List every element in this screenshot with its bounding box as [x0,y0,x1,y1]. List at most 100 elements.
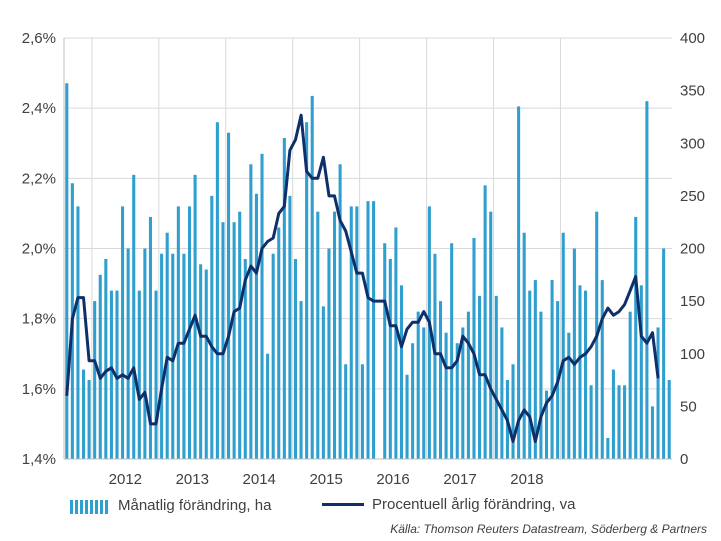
bar [321,306,325,459]
bar [405,374,409,459]
bar [639,285,643,459]
bar [422,327,426,459]
bar [204,269,208,459]
bar [182,253,186,459]
bar [466,311,470,459]
bar [461,327,465,459]
bar [249,164,253,460]
bar [500,327,504,459]
right-tick-label: 300 [680,135,705,152]
legend: Månatlig förändring, ha Procentuell årli… [0,496,721,522]
x-tick-label: 2015 [309,471,342,488]
source-note: Källa: Thomson Reuters Datastream, Söder… [390,522,707,536]
right-tick-label: 400 [680,30,705,47]
bar [567,332,571,459]
bar [227,132,231,459]
bar [316,211,320,459]
bar [299,301,303,459]
bar [349,206,353,459]
bar [472,237,476,459]
bar [104,259,108,459]
bar [628,311,632,459]
bar [266,353,270,459]
bar [210,195,214,459]
bar [327,248,331,459]
bar [288,195,292,459]
bar [455,343,459,459]
legend-item-bars: Månatlig förändring, ha [70,496,271,514]
bar [478,295,482,459]
bar [539,311,543,459]
right-tick-label: 150 [680,293,705,310]
bar [600,280,604,459]
bar [645,101,649,460]
legend-item-line: Procentuell årlig förändring, va [322,496,575,513]
bar [650,406,655,459]
bar [427,206,431,459]
axes: 1,4% 1,6% 1,8% 2,0% 2,2% 2,4% 2,6% 0 50 100 150 200… [22,30,705,488]
bar [584,290,588,459]
bar [98,274,102,459]
right-tick-label: 350 [680,83,705,100]
bar [355,206,359,459]
bar [199,264,203,459]
bar [109,290,113,459]
right-tick-label: 200 [680,241,705,258]
bar [93,301,97,459]
bar [617,385,621,459]
left-tick-label: 2,6% [22,30,56,47]
x-tick-label: 2013 [176,471,209,488]
bar [383,243,387,459]
bar [293,259,298,459]
bar [215,122,219,459]
bar [232,222,236,459]
bar [165,232,169,459]
x-tick-label: 2012 [109,471,142,488]
bar [121,206,125,459]
monthly-change-bars [65,83,671,460]
legend-swatch-line [322,503,364,506]
bar [154,290,158,459]
bar [533,280,537,459]
right-tick-label: 100 [680,346,705,363]
bar [126,248,130,459]
bar [606,437,610,459]
bar [522,232,526,459]
gridlines [64,37,672,460]
bar [137,290,141,459]
bar [634,216,638,459]
right-tick-label: 50 [680,398,697,415]
bar [81,369,86,459]
annual-change-line-path [65,113,660,443]
x-tick-label: 2018 [510,471,543,488]
bar [254,193,258,459]
left-tick-label: 2,2% [22,170,56,187]
bar [305,122,309,459]
bar [243,259,247,459]
left-tick-label: 2,0% [22,241,56,258]
bar [550,280,554,459]
bar [528,290,532,459]
bar [399,285,404,459]
bar [344,364,348,459]
left-tick-label: 1,8% [22,311,56,328]
bar [221,222,225,459]
left-tick-label: 2,4% [22,100,56,117]
bar [662,248,666,459]
bar [271,253,275,459]
bar [416,311,420,459]
bar [372,201,376,459]
bar [332,211,337,459]
bar [388,259,392,459]
legend-label-line: Procentuell årlig förändring, va [372,496,576,513]
bar [411,343,415,459]
legend-swatch-bars [70,496,110,514]
bar [589,385,593,459]
bar [176,206,180,459]
combo-chart: 1,4% 1,6% 1,8% 2,0% 2,2% 2,4% 2,6% 0 50 100 150 200… [22,30,705,488]
bar [656,327,660,459]
bar [277,227,281,459]
annual-change-line [65,113,660,443]
bar [494,295,498,459]
bar [160,253,164,459]
